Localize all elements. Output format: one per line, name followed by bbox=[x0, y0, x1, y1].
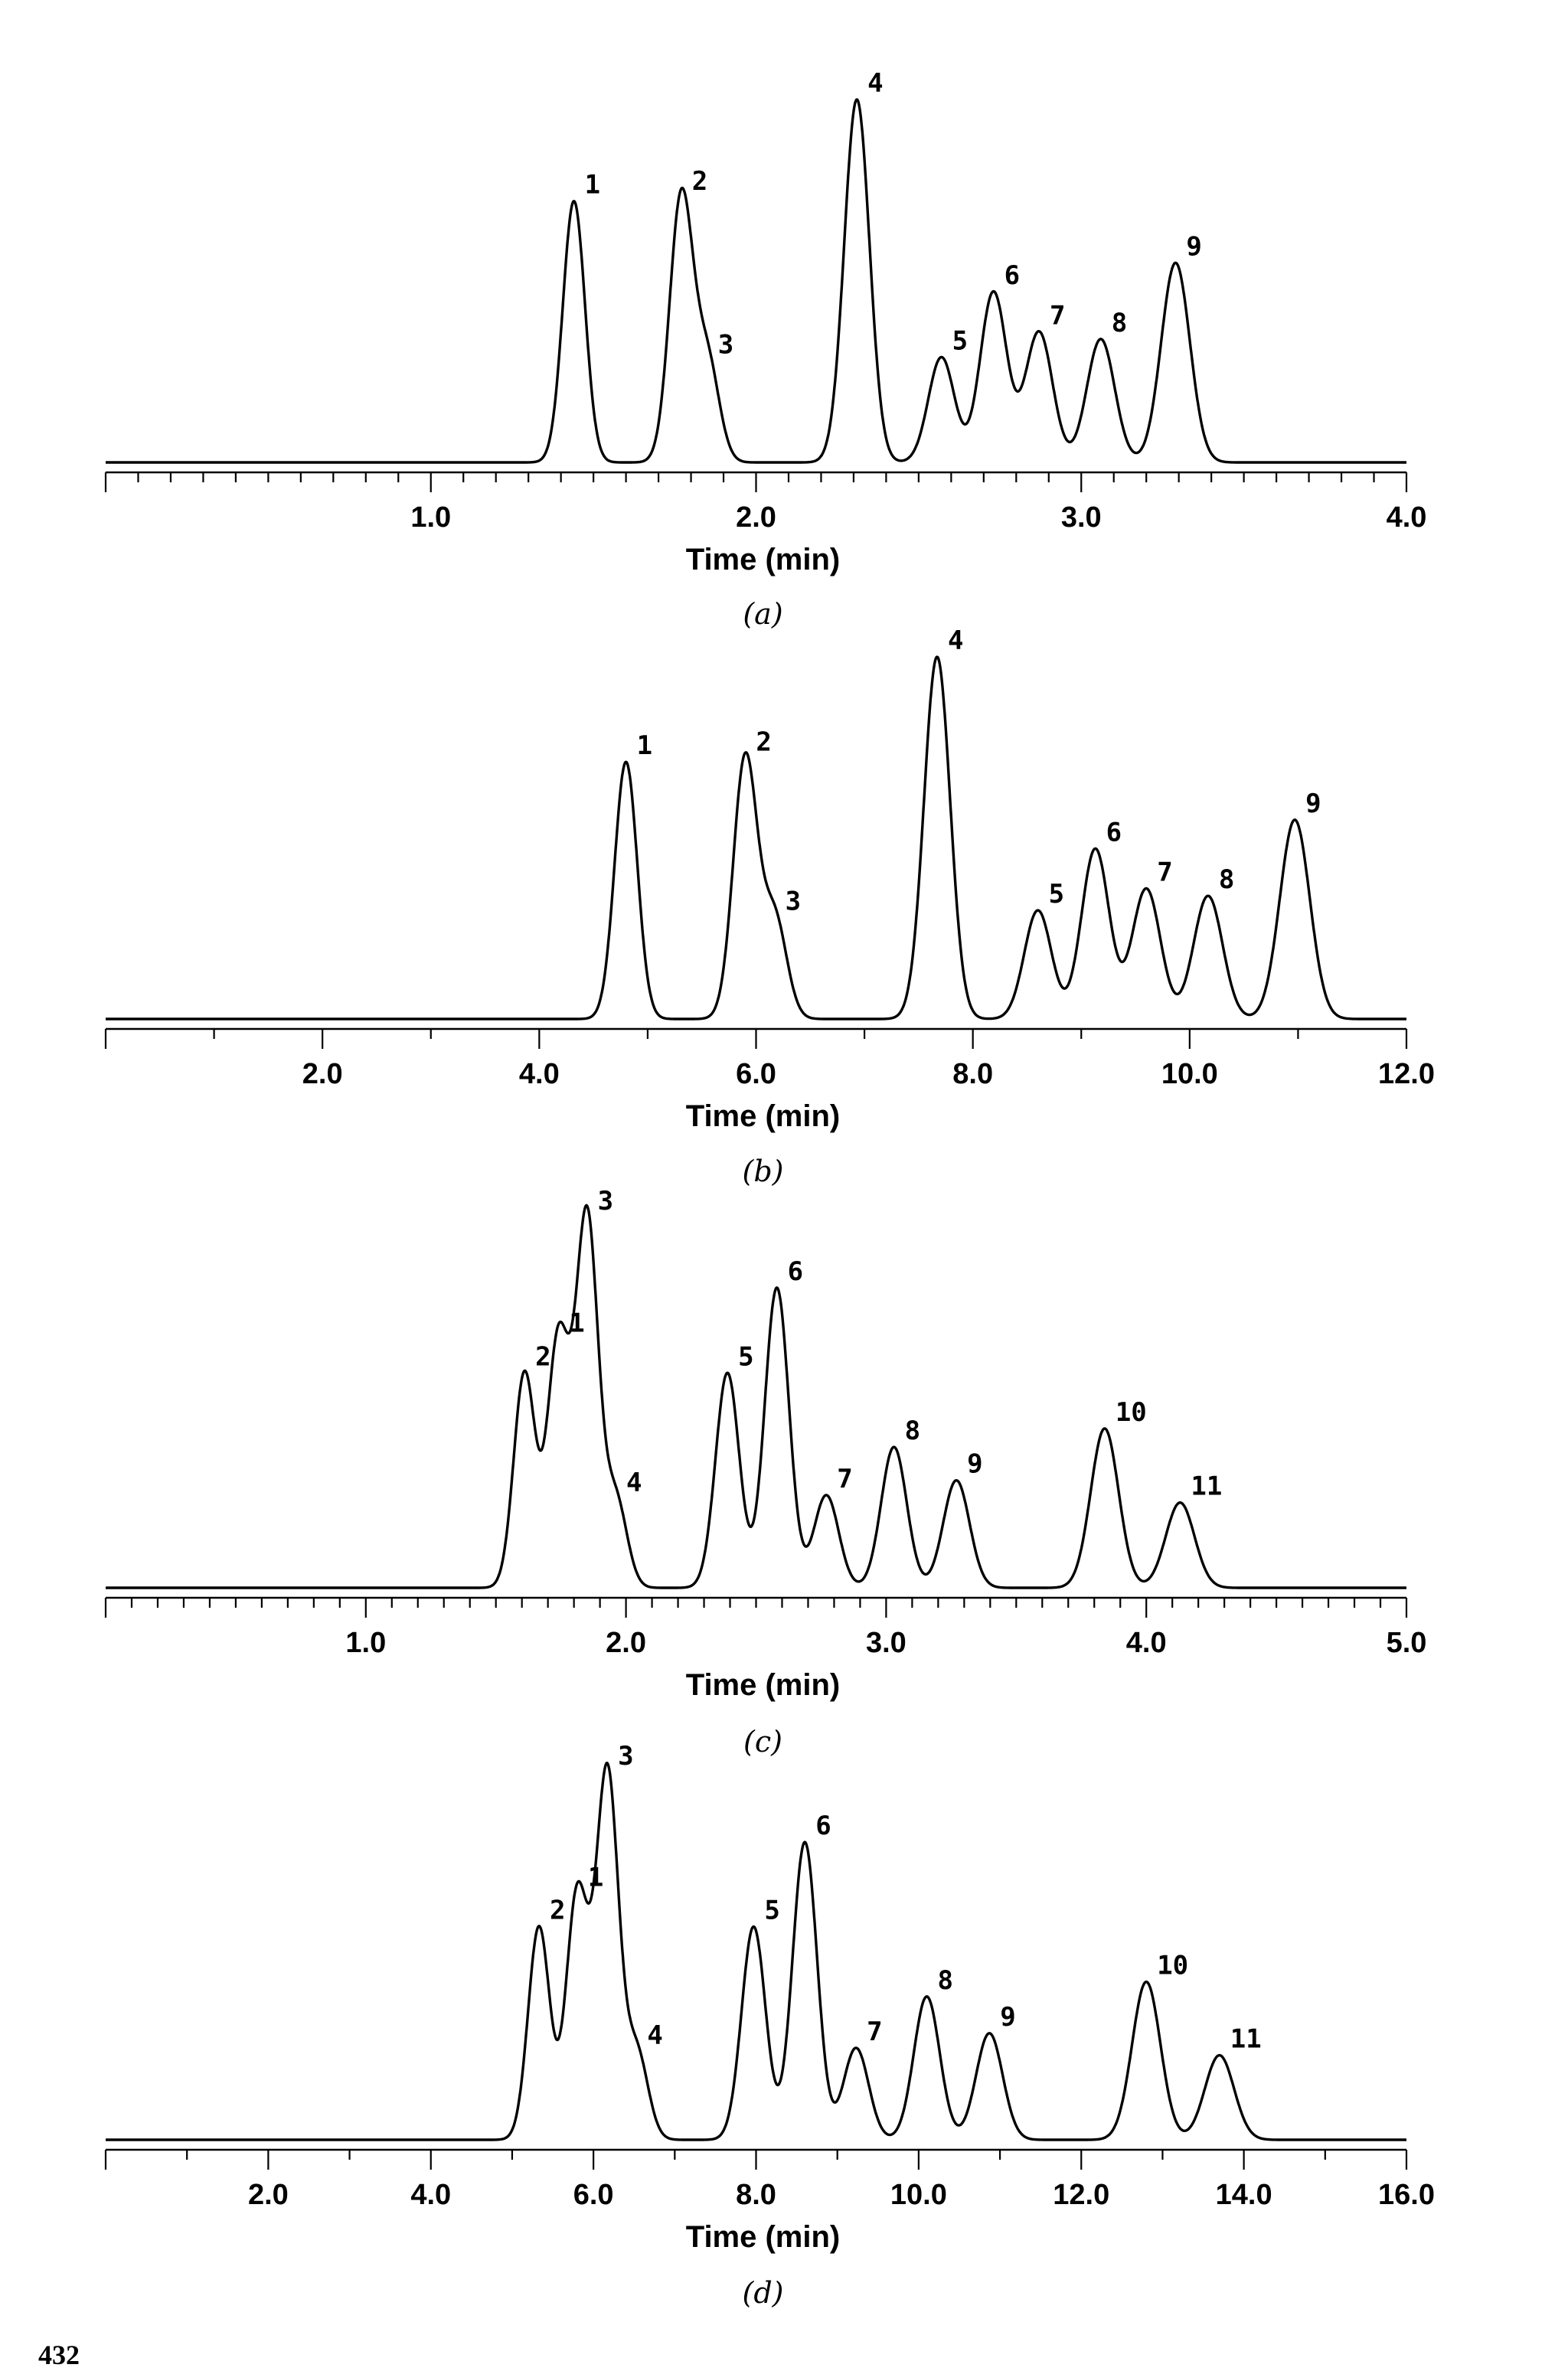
panel-a: 1.0 2.0 3.0 4.0 Time (min) (a) 1 2 3 4 5 67 8 9 bbox=[104, 68, 1427, 631]
peak-label: 5 bbox=[764, 1896, 779, 1926]
tick-label: 4.0 bbox=[410, 2179, 451, 2211]
peak-label: 10 bbox=[1157, 1951, 1188, 1981]
peak-label: 2 bbox=[535, 1341, 550, 1372]
tick-label: 4.0 bbox=[519, 1058, 560, 1090]
tick-label: 2.0 bbox=[606, 1627, 646, 1659]
peak-label: 9 bbox=[1186, 231, 1201, 262]
peak-label: 8 bbox=[937, 1965, 952, 1996]
peak-label: 5 bbox=[1049, 879, 1064, 910]
panel-caption: (a) bbox=[743, 597, 782, 631]
peak-label: 6 bbox=[815, 1811, 831, 1841]
trace-line bbox=[105, 98, 1407, 464]
peak-label: 3 bbox=[598, 1186, 613, 1217]
trace-line bbox=[105, 1203, 1407, 1589]
panel-caption: (b) bbox=[743, 1154, 784, 1188]
tick-label: 6.0 bbox=[573, 2179, 614, 2211]
tick-label: 10.0 bbox=[1161, 1058, 1218, 1090]
panel-b: 2.0 4.0 6.0 8.0 10.0 12.0 Time (min) (b) 1 2 3 4 5 6 7… bbox=[104, 625, 1435, 1188]
peak-label: 9 bbox=[1305, 789, 1321, 819]
peak-label: 7 bbox=[867, 2017, 882, 2047]
tick-label: 2.0 bbox=[248, 2179, 289, 2211]
tick-label: 12.0 bbox=[1053, 2179, 1109, 2211]
x-axis-title: Time (min) bbox=[686, 2220, 841, 2254]
tick-label: 1.0 bbox=[410, 501, 451, 534]
peak-label: 5 bbox=[738, 1341, 753, 1372]
peak-label: 3 bbox=[786, 887, 801, 917]
tick-label: 4.0 bbox=[1126, 1627, 1167, 1659]
x-axis-title: Time (min) bbox=[686, 1099, 841, 1133]
peak-label: 3 bbox=[718, 329, 733, 360]
peak-label: 9 bbox=[967, 1449, 982, 1480]
peak-label: 3 bbox=[618, 1741, 633, 1772]
peak-label: 7 bbox=[1050, 300, 1065, 331]
tick-label: 5.0 bbox=[1387, 1627, 1427, 1659]
tick-label: 2.0 bbox=[302, 1058, 343, 1090]
peak-label: 4 bbox=[647, 2020, 662, 2051]
peak-label: 4 bbox=[948, 625, 963, 656]
peak-label: 1 bbox=[588, 1862, 603, 1893]
peak-label: 2 bbox=[756, 727, 771, 757]
tick-label: 6.0 bbox=[736, 1058, 776, 1090]
peak-label: 6 bbox=[1106, 818, 1122, 848]
peak-label: 1 bbox=[637, 730, 652, 761]
peak-label: 8 bbox=[1112, 308, 1127, 338]
tick-label: 8.0 bbox=[952, 1058, 993, 1090]
tick-label: 8.0 bbox=[736, 2179, 776, 2211]
tick-label: 3.0 bbox=[1061, 501, 1102, 534]
peak-label: 11 bbox=[1230, 2024, 1262, 2055]
tick-label: 12.0 bbox=[1378, 1058, 1435, 1090]
peak-label: 6 bbox=[1004, 260, 1020, 291]
panel-caption: (d) bbox=[743, 2276, 784, 2310]
tick-label: 16.0 bbox=[1378, 2179, 1435, 2211]
x-axis-title: Time (min) bbox=[686, 1668, 841, 1702]
tick-label: 10.0 bbox=[890, 2179, 947, 2211]
peak-label: 2 bbox=[550, 1896, 565, 1926]
panel-caption: (c) bbox=[743, 1725, 782, 1759]
tick-label: 1.0 bbox=[345, 1627, 386, 1659]
panel-c: 1.0 2.0 3.0 4.0 5.0 Time (min) (c) 21 3 4 5 6 7 8 9 10 1… bbox=[104, 1186, 1427, 1759]
peak-label: 11 bbox=[1191, 1471, 1222, 1502]
page-number: 432 bbox=[38, 2340, 80, 2370]
x-axis-title: Time (min) bbox=[686, 543, 841, 576]
peak-label: 8 bbox=[905, 1416, 920, 1446]
peak-label: 1 bbox=[569, 1308, 584, 1339]
peak-label: 4 bbox=[867, 68, 883, 99]
peak-label: 8 bbox=[1219, 864, 1234, 895]
peak-label: 7 bbox=[837, 1464, 852, 1494]
peak-label: 4 bbox=[626, 1468, 642, 1498]
peak-label: 2 bbox=[692, 166, 707, 197]
peak-label: 5 bbox=[952, 326, 968, 357]
peak-label: 7 bbox=[1157, 857, 1172, 888]
tick-label: 14.0 bbox=[1216, 2179, 1272, 2211]
tick-label: 4.0 bbox=[1387, 501, 1427, 534]
peak-label: 1 bbox=[585, 170, 600, 201]
peak-label: 6 bbox=[788, 1256, 803, 1287]
tick-label: 3.0 bbox=[866, 1627, 906, 1659]
panel-d: 2.0 4.0 6.0 8.0 10.0 12.0 14.0 16.0 Time (min) (d… bbox=[104, 1741, 1435, 2310]
trace-line bbox=[105, 655, 1407, 1021]
tick-label: 2.0 bbox=[736, 501, 776, 534]
trace-line bbox=[105, 1762, 1407, 2141]
peak-label: 10 bbox=[1116, 1397, 1147, 1428]
peak-label: 9 bbox=[1000, 2002, 1015, 2033]
